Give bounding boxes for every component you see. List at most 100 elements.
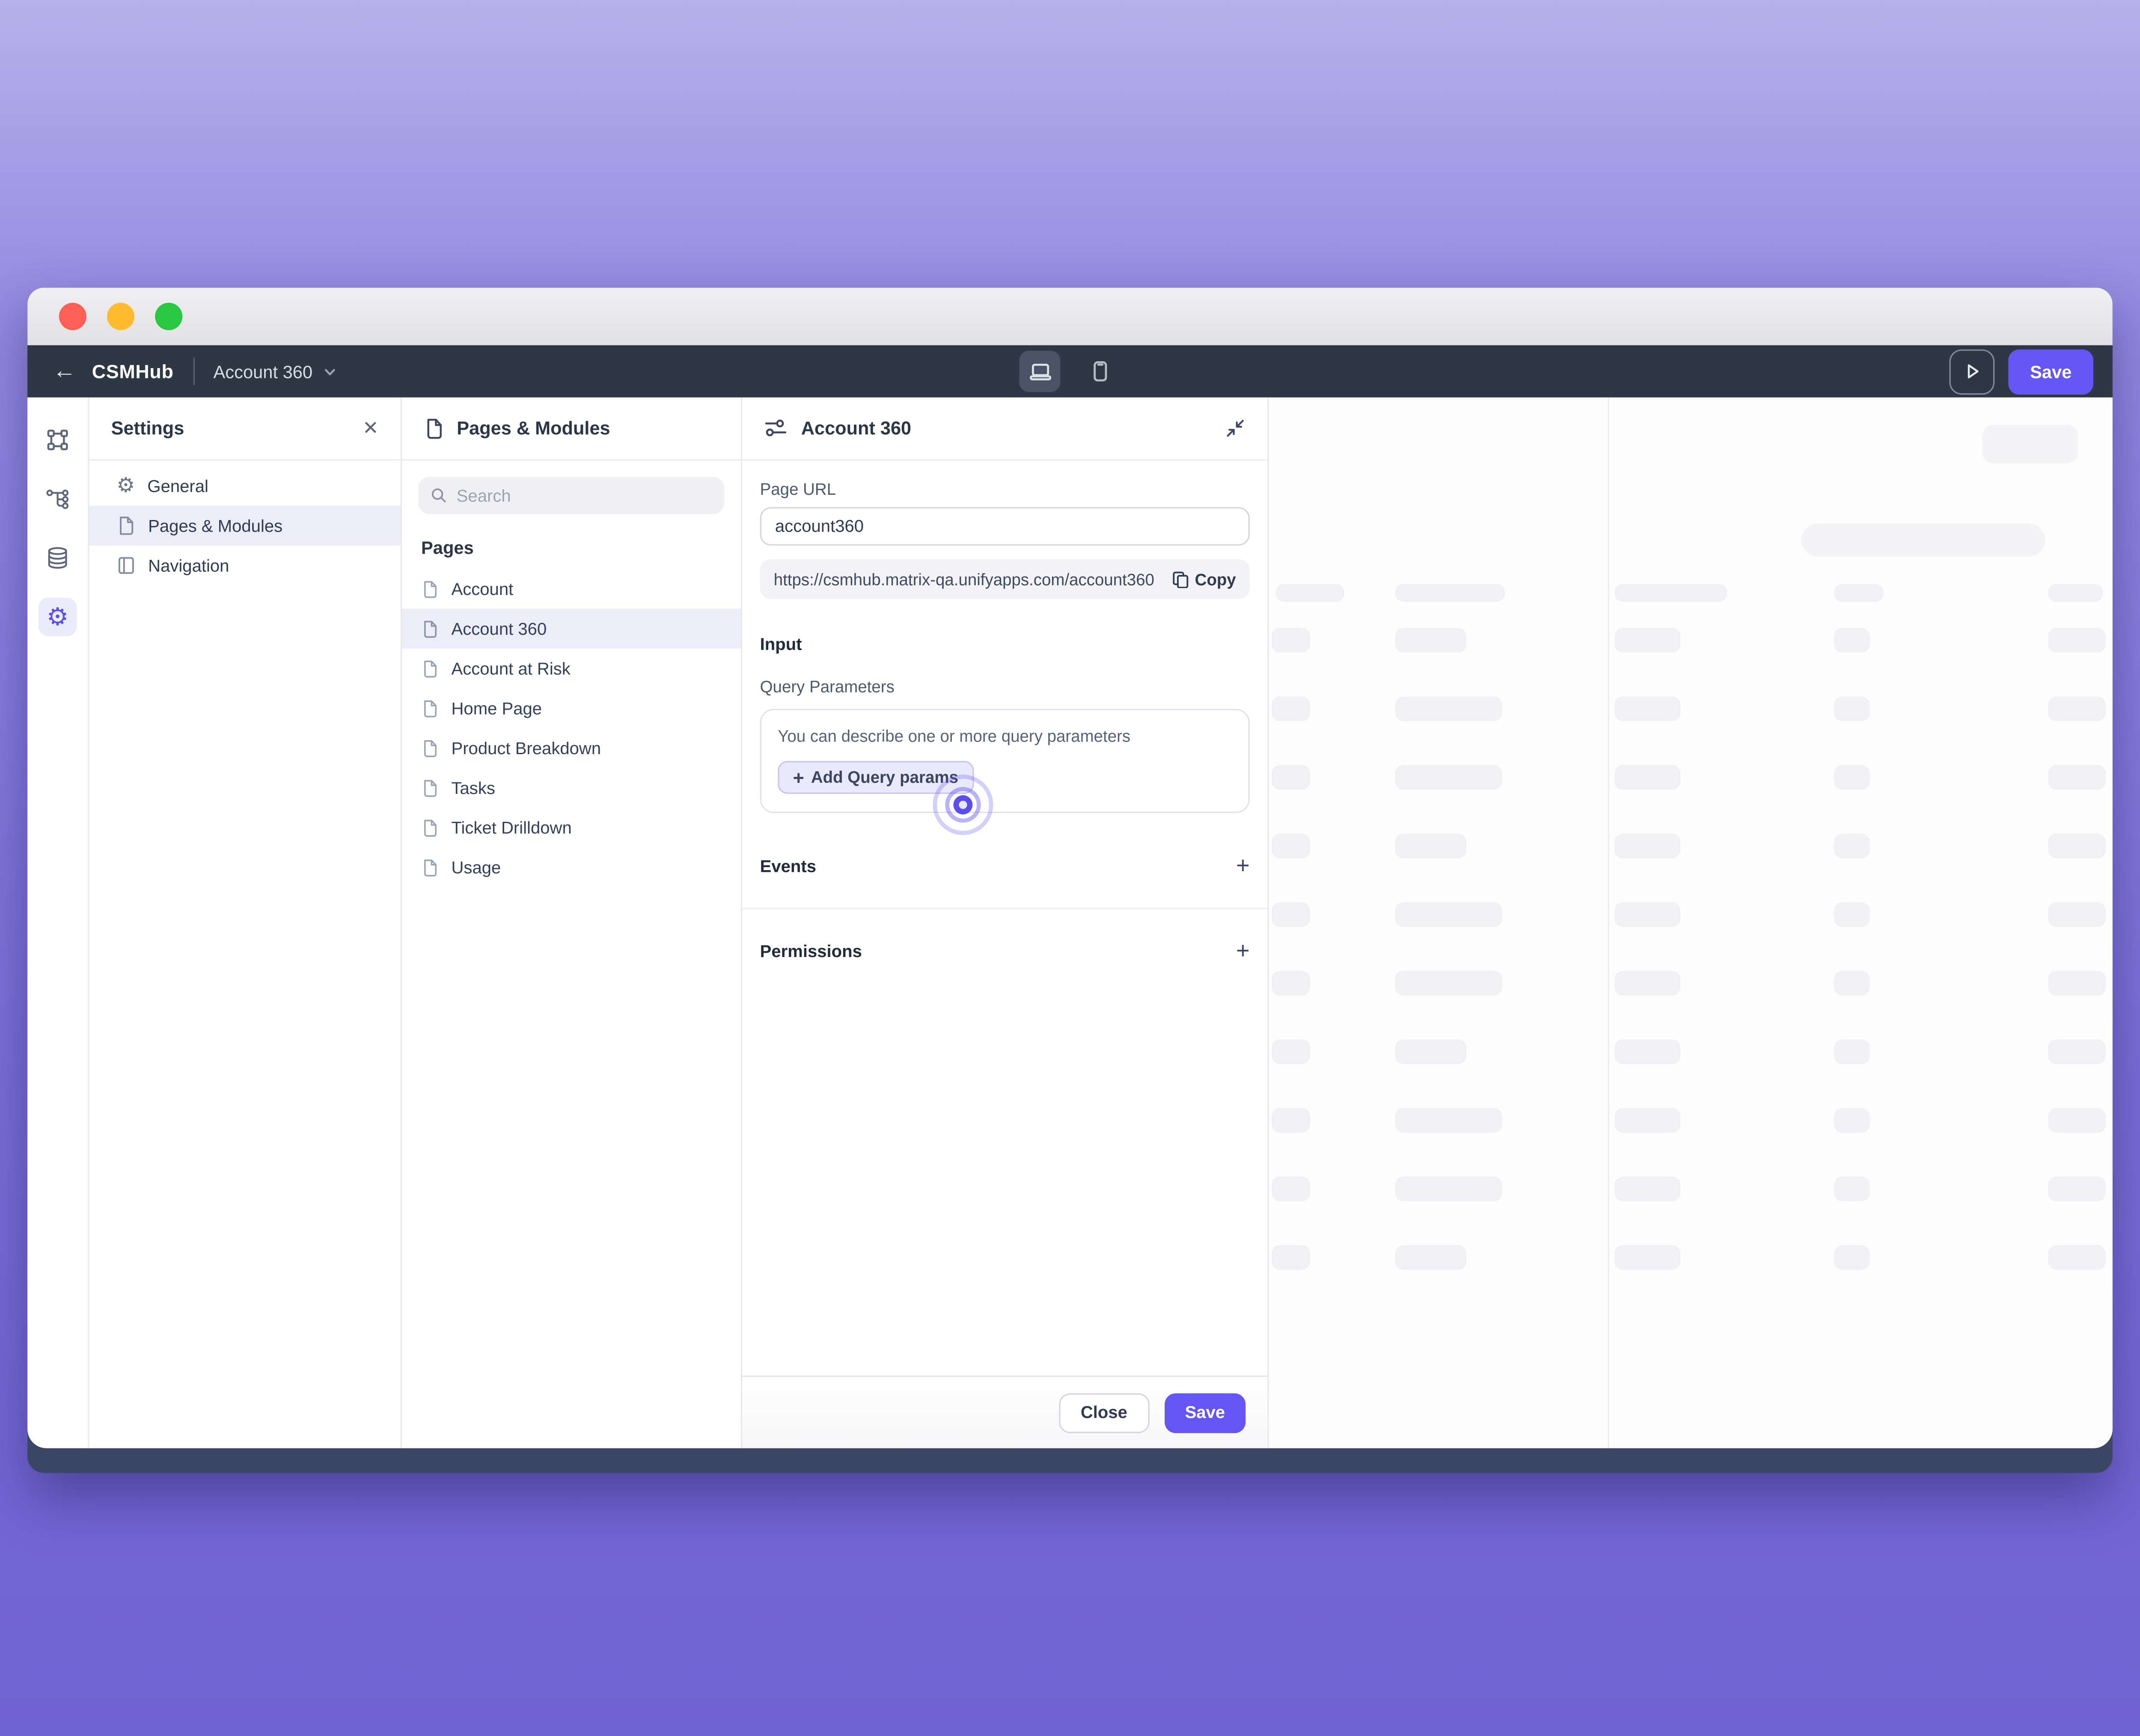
main-content: ⚙ Settings ✕ ⚙ General <box>27 397 2113 1448</box>
page-item-home-page[interactable]: Home Page <box>402 688 741 728</box>
page-item-account[interactable]: Account <box>402 569 741 609</box>
page-item-label: Tasks <box>451 778 495 797</box>
settings-rail-button[interactable]: ⚙ <box>38 597 77 636</box>
gear-icon: ⚙ <box>46 603 69 631</box>
mobile-view-button[interactable] <box>1079 351 1121 392</box>
sliders-icon <box>765 419 787 437</box>
permissions-section-row[interactable]: Permissions + <box>760 939 1250 963</box>
selection-frame-icon <box>47 429 68 451</box>
input-section-title: Input <box>760 635 802 654</box>
permissions-label: Permissions <box>760 941 862 961</box>
file-icon <box>427 418 442 438</box>
file-icon <box>120 517 134 535</box>
page-item-label: Home Page <box>451 699 542 718</box>
file-icon <box>424 580 437 597</box>
toolbar-divider <box>193 357 194 385</box>
events-section-row[interactable]: Events + <box>760 854 1250 877</box>
query-params-box: You can describe one or more query param… <box>760 709 1250 835</box>
minimize-window-button[interactable] <box>107 303 135 330</box>
page-item-label: Account <box>451 579 514 599</box>
left-icon-rail: ⚙ <box>27 397 89 1448</box>
settings-item-pages-modules[interactable]: Pages & Modules <box>89 505 401 546</box>
pages-panel-title: Pages & Modules <box>457 418 610 439</box>
search-input[interactable] <box>456 486 712 505</box>
collapse-panel-button[interactable] <box>1225 418 1245 439</box>
faded-button <box>1982 425 2078 464</box>
page-item-tasks[interactable]: Tasks <box>402 768 741 808</box>
page-url-input[interactable] <box>760 507 1250 546</box>
page-item-ticket-drilldown[interactable]: Ticket Drilldown <box>402 808 741 847</box>
faded-column-divider <box>1608 397 1609 1448</box>
device-toggle-group <box>1019 345 1121 398</box>
save-button-toolbar[interactable]: Save <box>2008 348 2094 394</box>
preview-button[interactable] <box>1949 348 1995 394</box>
app-window: ← CSMHub Account 360 <box>27 288 2113 1473</box>
page-item-product-breakdown[interactable]: Product Breakdown <box>402 728 741 768</box>
page-item-usage[interactable]: Usage <box>402 847 741 887</box>
zoom-window-button[interactable] <box>155 303 183 330</box>
close-settings-icon[interactable]: ✕ <box>363 416 379 439</box>
page-item-account-360[interactable]: Account 360 <box>402 609 741 649</box>
pages-section-label: Pages <box>421 537 474 558</box>
gear-icon: ⚙ <box>116 474 135 498</box>
back-button[interactable]: ← <box>47 354 82 389</box>
back-arrow-icon: ← <box>53 357 76 384</box>
page-canvas-faded <box>1269 397 2113 1448</box>
database-icon <box>48 547 67 569</box>
search-icon <box>431 488 446 502</box>
copy-label: Copy <box>1195 569 1236 589</box>
copy-url-button[interactable]: Copy <box>1171 570 1236 589</box>
chevron-down-icon <box>324 368 335 375</box>
detail-panel-header: Account 360 <box>742 398 1268 461</box>
components-rail-button[interactable] <box>39 421 77 459</box>
file-icon <box>424 699 437 717</box>
file-icon <box>424 739 437 757</box>
close-button[interactable]: Close <box>1058 1392 1150 1433</box>
collapse-icon <box>1227 420 1244 437</box>
page-item-label: Usage <box>451 857 501 877</box>
add-event-icon[interactable]: + <box>1236 853 1250 879</box>
titlebar <box>27 288 2113 345</box>
add-query-params-button[interactable]: + Add Query params <box>778 761 993 835</box>
flow-rail-button[interactable] <box>39 480 77 518</box>
settings-item-general[interactable]: ⚙ General <box>89 466 401 506</box>
traffic-lights <box>59 303 183 330</box>
copy-icon <box>1173 571 1189 589</box>
file-icon <box>424 620 437 637</box>
settings-item-navigation[interactable]: Navigation <box>89 546 401 586</box>
pages-search[interactable] <box>418 477 725 514</box>
data-rail-button[interactable] <box>39 539 77 577</box>
add-permission-icon[interactable]: + <box>1236 938 1250 964</box>
query-params-hint: You can describe one or more query param… <box>778 726 1131 746</box>
pages-panel-header: Pages & Modules <box>402 398 741 461</box>
app-title: CSMHub <box>92 360 174 383</box>
file-icon <box>424 819 437 836</box>
pages-modules-panel: Pages & Modules Pages Account <box>402 397 742 1448</box>
layout-icon <box>118 557 134 574</box>
pages-list: Account Account 360 Account at Risk Home… <box>402 569 741 887</box>
phone-icon <box>1094 361 1107 382</box>
faded-search-pill <box>1801 523 2045 557</box>
page-detail-panel: Account 360 Page URL https://csmhub.matr… <box>742 397 1269 1448</box>
detail-panel-title: Account 360 <box>801 418 912 439</box>
detail-panel-body: Page URL https://csmhub.matrix-qa.unifya… <box>742 461 1268 1448</box>
settings-panel: Settings ✕ ⚙ General Pages & Modules <box>89 397 402 1448</box>
close-window-button[interactable] <box>59 303 86 330</box>
settings-menu: ⚙ General Pages & Modules <box>89 461 401 586</box>
save-button[interactable]: Save <box>1164 1392 1246 1433</box>
events-label: Events <box>760 856 817 876</box>
play-icon <box>1967 364 1978 379</box>
plus-icon: + <box>793 766 804 789</box>
desktop-view-button[interactable] <box>1019 351 1061 392</box>
page-item-label: Ticket Drilldown <box>451 818 572 837</box>
page-selector-label: Account 360 <box>213 361 313 382</box>
tree-icon <box>46 490 69 509</box>
detail-panel-footer: Close Save <box>742 1375 1268 1448</box>
toolbar-right-group: Save <box>1949 348 2094 394</box>
settings-item-label: Pages & Modules <box>148 516 283 535</box>
page-selector-dropdown[interactable]: Account 360 <box>213 361 337 382</box>
page-item-account-at-risk[interactable]: Account at Risk <box>402 648 741 688</box>
full-url-bar: https://csmhub.matrix-qa.unifyapps.com/a… <box>760 559 1250 599</box>
page-url-label: Page URL <box>760 479 836 499</box>
